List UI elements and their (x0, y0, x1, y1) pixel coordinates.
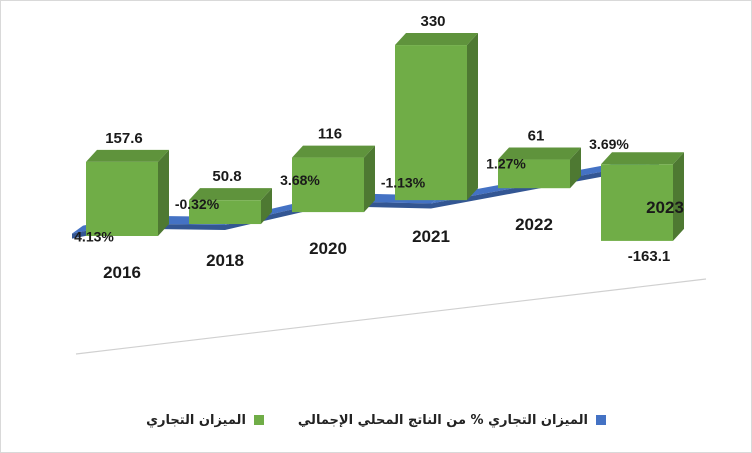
category-label: 2023 (646, 198, 684, 217)
bar-value-label: 157.6 (105, 130, 143, 147)
bar-value-label: 116 (318, 126, 342, 143)
category-label: 2018 (206, 251, 244, 270)
bar-series (86, 33, 684, 241)
bar-front (498, 159, 570, 189)
ribbon-edge (431, 184, 534, 209)
legend-item-bars: الميزان التجاري (146, 413, 264, 428)
category-label: 2016 (103, 263, 141, 282)
bar-top (86, 149, 169, 162)
bar-top (292, 145, 375, 158)
bar-top (395, 33, 478, 46)
bar-2018 (189, 188, 272, 225)
ribbon-value-label: 3.68% (280, 172, 320, 188)
ribbon-value-label: 3.69% (589, 136, 629, 152)
ribbon-value-label: 4.13% (74, 229, 114, 245)
ribbon-value-label: -0.32% (175, 196, 220, 212)
legend-label-ribbon: الميزان التجاري % من الناتج المحلي الإجم… (297, 412, 588, 428)
category-label: 2021 (412, 227, 450, 246)
bar-2020 (292, 145, 375, 213)
legend-item-ribbon: الميزان التجاري % من الناتج المحلي الإجم… (298, 413, 606, 428)
bar-front (601, 164, 673, 241)
bar-2023 (601, 152, 684, 241)
bar-front (395, 45, 467, 201)
bar-front (189, 200, 261, 225)
bar-side (261, 188, 272, 225)
bar-value-label: 50.8 (212, 168, 241, 185)
legend-swatch-ribbon (595, 415, 606, 425)
bar-front (292, 157, 364, 213)
bar-side (467, 33, 478, 201)
bar-side (673, 152, 684, 241)
bar-2022 (498, 147, 581, 189)
ribbon-value-label: -1.13% (381, 175, 426, 191)
bar-top (498, 147, 581, 160)
bar-value-label: 330 (420, 13, 445, 30)
chart-floor (75, 278, 707, 355)
category-label: 2022 (515, 215, 553, 234)
bar-side (570, 147, 581, 189)
bar-value-label: 61 (528, 128, 545, 145)
legend-swatch-bars (253, 415, 264, 425)
bar-2021 (395, 33, 478, 201)
bar-top (601, 152, 684, 165)
bar-top (189, 188, 272, 201)
bar-side (158, 149, 169, 236)
category-label: 2020 (309, 239, 347, 258)
bar-value-label: -163.1 (628, 248, 671, 265)
bar-side (364, 145, 375, 213)
legend-label-bars: الميزان التجاري (146, 412, 246, 428)
bar-front (86, 161, 158, 236)
legend: الميزان التجاري % من الناتج المحلي الإجم… (0, 408, 752, 432)
bar-2016 (86, 149, 169, 236)
data-labels: 157.6 2016 50.8 2018 116 2020 330 2021 61 2022 -16… (74, 13, 684, 282)
floor-line (75, 278, 707, 355)
ribbon-value-label: 1.27% (486, 155, 526, 171)
